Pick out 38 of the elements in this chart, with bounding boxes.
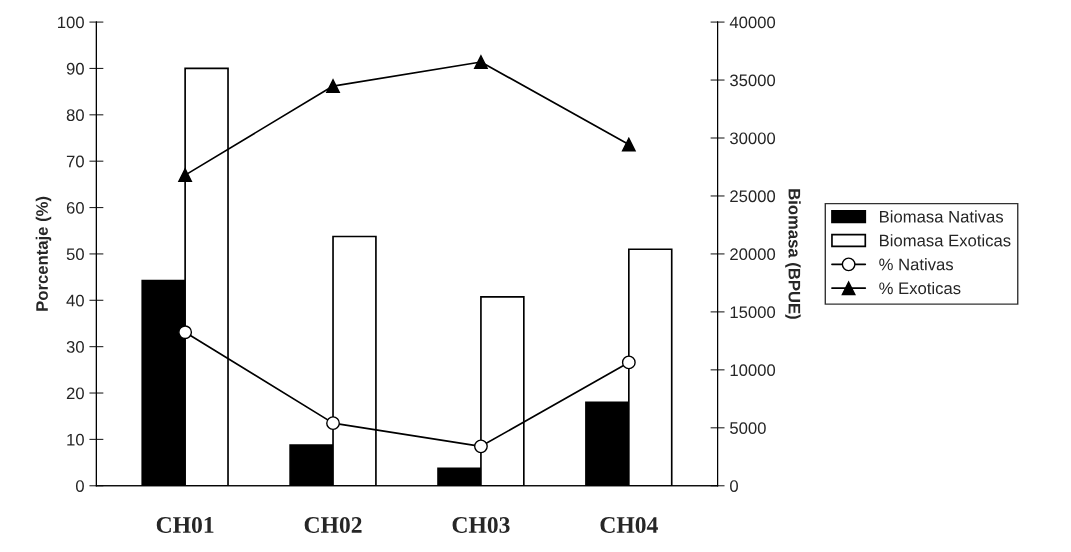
y2-tick-label: 40000 [729,16,776,29]
point [326,416,340,431]
point [178,325,193,340]
y-tick-label: 30 [66,341,84,353]
y-tick-label: 50 [66,248,84,261]
point [621,355,636,370]
legend-label: Biomasa Nativas [879,210,1004,223]
y2-tick-label: 5000 [730,422,766,434]
y-tick-label: 20 [66,387,84,400]
legend-label: % Nativas [879,258,954,271]
legend-label: Biomasa Exoticas [879,234,1011,247]
y-tick-label: 100 [58,16,84,29]
y2-axis-title: Biomasa (BPUE) [785,189,801,319]
y-tick-label: 0 [75,480,84,492]
point [621,137,636,152]
y-tick-label: 40 [66,294,84,307]
x-tick-label: CH02 [304,517,362,533]
y2-tick-label: 15000 [730,306,776,319]
y2-tick-label: 20000 [730,248,776,261]
y-tick-label: 60 [66,201,84,214]
point [326,79,340,94]
x-tick-label: CH01 [156,517,214,533]
y-axis-title: Porcentaje (%) [35,196,52,311]
y2-tick-label: 35000 [730,74,776,87]
point [473,55,488,69]
legend-label: % Exoticas [879,281,961,295]
x-tick-label: CH03 [452,517,510,533]
y-tick-label: 70 [66,155,84,168]
point [178,168,193,183]
y-tick-label: 10 [67,433,84,446]
y-tick-label: 90 [66,62,84,75]
y2-tick-label: 25000 [730,190,776,203]
y2-tick-label: 30000 [730,132,776,145]
point [473,439,488,454]
y2-tick-label: 0 [730,480,738,492]
y2-tick-label: 10000 [730,364,776,377]
x-tick-label: CH04 [600,517,658,533]
y-tick-label: 80 [66,109,84,122]
